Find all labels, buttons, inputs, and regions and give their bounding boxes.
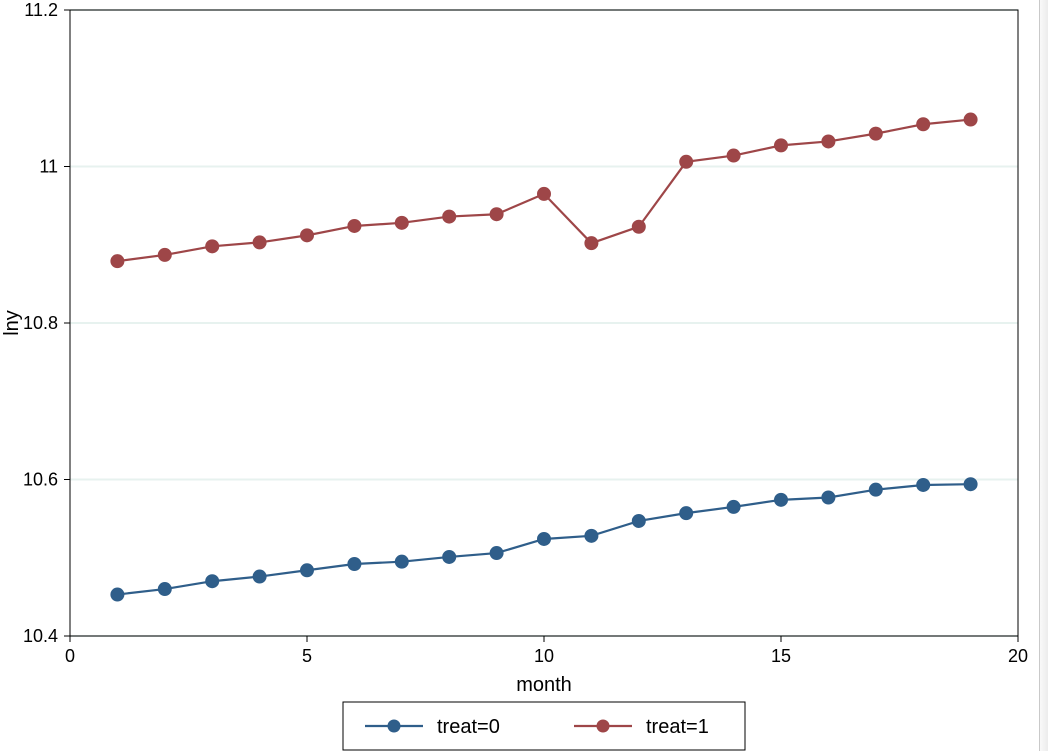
series-marker: [253, 570, 266, 583]
series-marker: [680, 507, 693, 520]
series-marker: [490, 547, 503, 560]
series-marker: [680, 155, 693, 168]
series-marker: [632, 514, 645, 527]
series-marker: [443, 210, 456, 223]
series-marker: [869, 127, 882, 140]
x-tick-label: 0: [65, 646, 75, 666]
series-marker: [632, 220, 645, 233]
x-tick-label: 10: [534, 646, 554, 666]
x-tick-label: 15: [771, 646, 791, 666]
series-marker: [917, 478, 930, 491]
y-tick-label: 10.4: [23, 626, 58, 646]
scrollbar-rail: [1039, 0, 1048, 751]
legend-label: treat=0: [437, 716, 500, 738]
series-marker: [158, 248, 171, 261]
legend-marker: [597, 720, 610, 733]
series-marker: [964, 113, 977, 126]
x-tick-label: 5: [302, 646, 312, 666]
series-marker: [775, 493, 788, 506]
series-marker: [538, 187, 551, 200]
series-marker: [490, 208, 503, 221]
series-marker: [538, 532, 551, 545]
x-tick-label: 20: [1008, 646, 1028, 666]
series-marker: [395, 216, 408, 229]
series-marker: [301, 229, 314, 242]
series-marker: [348, 219, 361, 232]
series-marker: [585, 237, 598, 250]
series-marker: [964, 478, 977, 491]
legend-marker: [388, 720, 401, 733]
series-marker: [206, 240, 219, 253]
series-marker: [348, 558, 361, 571]
series-marker: [301, 564, 314, 577]
series-marker: [443, 550, 456, 563]
y-tick-label: 10.6: [23, 470, 58, 490]
x-axis-label: month: [516, 674, 572, 696]
series-marker: [727, 149, 740, 162]
legend-label: treat=1: [646, 716, 709, 738]
y-tick-label: 10.8: [23, 313, 58, 333]
y-axis-label: lny: [1, 310, 23, 336]
series-marker: [822, 135, 835, 148]
series-marker: [917, 118, 930, 131]
series-marker: [585, 529, 598, 542]
series-marker: [727, 500, 740, 513]
series-marker: [111, 588, 124, 601]
series-marker: [395, 555, 408, 568]
series-marker: [822, 491, 835, 504]
y-tick-label: 11: [39, 157, 58, 177]
chart-container: 0 5 10 15 20 month 10.4 10.6 10.8 11 11.2 lny treat=…: [0, 0, 1048, 751]
series-marker: [206, 575, 219, 588]
series-marker: [111, 255, 124, 268]
line-chart: 0 5 10 15 20 month 10.4 10.6 10.8 11 11.2 lny treat=…: [0, 0, 1048, 751]
series-marker: [158, 583, 171, 596]
series-marker: [869, 483, 882, 496]
series-marker: [775, 139, 788, 152]
series-marker: [253, 236, 266, 249]
y-tick-label: 11.2: [24, 0, 58, 20]
